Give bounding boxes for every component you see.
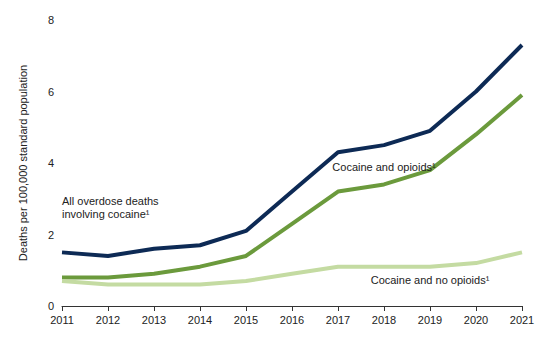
svg-text:2021: 2021 [510,314,534,326]
svg-text:2019: 2019 [418,314,442,326]
svg-text:4: 4 [48,157,54,169]
svg-text:2: 2 [48,229,54,241]
svg-text:2018: 2018 [372,314,396,326]
svg-text:2014: 2014 [188,314,212,326]
svg-text:2012: 2012 [96,314,120,326]
svg-text:2013: 2013 [142,314,166,326]
svg-text:All overdose deaths: All overdose deaths [62,195,162,207]
svg-text:Cocaine and no opioids¹: Cocaine and no opioids¹ [371,274,490,286]
svg-text:Cocaine and opioids¹: Cocaine and opioids¹ [332,161,436,173]
svg-text:2016: 2016 [280,314,304,326]
svg-text:0: 0 [48,300,54,312]
svg-text:2017: 2017 [326,314,350,326]
svg-text:2015: 2015 [234,314,258,326]
svg-text:involving cocaine¹: involving cocaine¹ [62,208,150,220]
svg-text:2020: 2020 [464,314,488,326]
svg-text:8: 8 [48,14,54,26]
svg-text:6: 6 [48,86,54,98]
svg-text:Deaths per 100,000 standard po: Deaths per 100,000 standard population [17,65,29,261]
svg-text:2011: 2011 [50,314,74,326]
